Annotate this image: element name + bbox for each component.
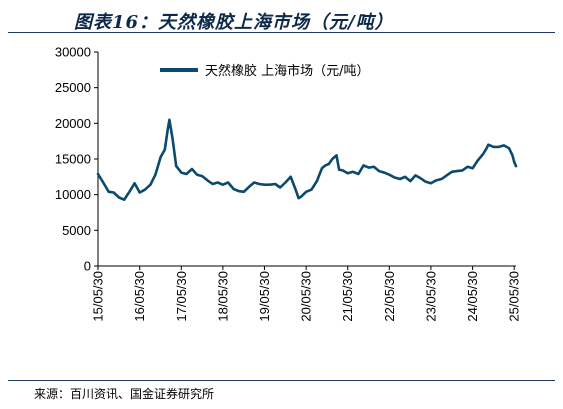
x-tick-label: 25/05/30 xyxy=(507,271,522,322)
x-tick-label: 22/05/30 xyxy=(382,271,397,322)
x-tick-label: 24/05/30 xyxy=(465,271,480,322)
legend: 天然橡胶 上海市场（元/吨） xyxy=(160,63,370,79)
x-tick-label: 15/05/30 xyxy=(91,271,106,322)
x-tick-label: 23/05/30 xyxy=(423,271,438,322)
x-tick-label: 20/05/30 xyxy=(299,271,314,322)
y-tick-label: 20000 xyxy=(55,116,91,131)
source-note: 来源：百川资讯、国金证券研究所 xyxy=(34,387,215,401)
x-axis: 15/05/30 16/05/30 17/05/30 18/05/30 19/05/30… xyxy=(91,265,522,322)
legend-label: 天然橡胶 上海市场（元/吨） xyxy=(205,63,370,79)
source-divider xyxy=(8,380,555,381)
y-tick-label: 0 xyxy=(84,259,91,274)
x-tick-label: 18/05/30 xyxy=(215,271,230,322)
series-line xyxy=(96,118,518,201)
y-tick-label: 25000 xyxy=(55,80,91,95)
figure-title: 图表16：天然橡胶上海市场（元/吨） xyxy=(8,6,555,33)
y-axis: 0 5000 10000 15000 20000 25000 30000 xyxy=(55,45,99,274)
x-tick-label: 19/05/30 xyxy=(257,271,272,322)
x-tick-label: 21/05/30 xyxy=(340,271,355,322)
y-tick-label: 5000 xyxy=(62,223,91,238)
plot-area xyxy=(96,118,518,201)
x-tick-label: 16/05/30 xyxy=(132,271,147,322)
y-tick-label: 30000 xyxy=(55,45,91,60)
figure-title-text: 图表16：天然橡胶上海市场（元/吨） xyxy=(74,12,394,33)
y-tick-label: 10000 xyxy=(55,187,91,202)
y-tick-label: 15000 xyxy=(55,152,91,167)
x-tick-label: 17/05/30 xyxy=(174,271,189,322)
